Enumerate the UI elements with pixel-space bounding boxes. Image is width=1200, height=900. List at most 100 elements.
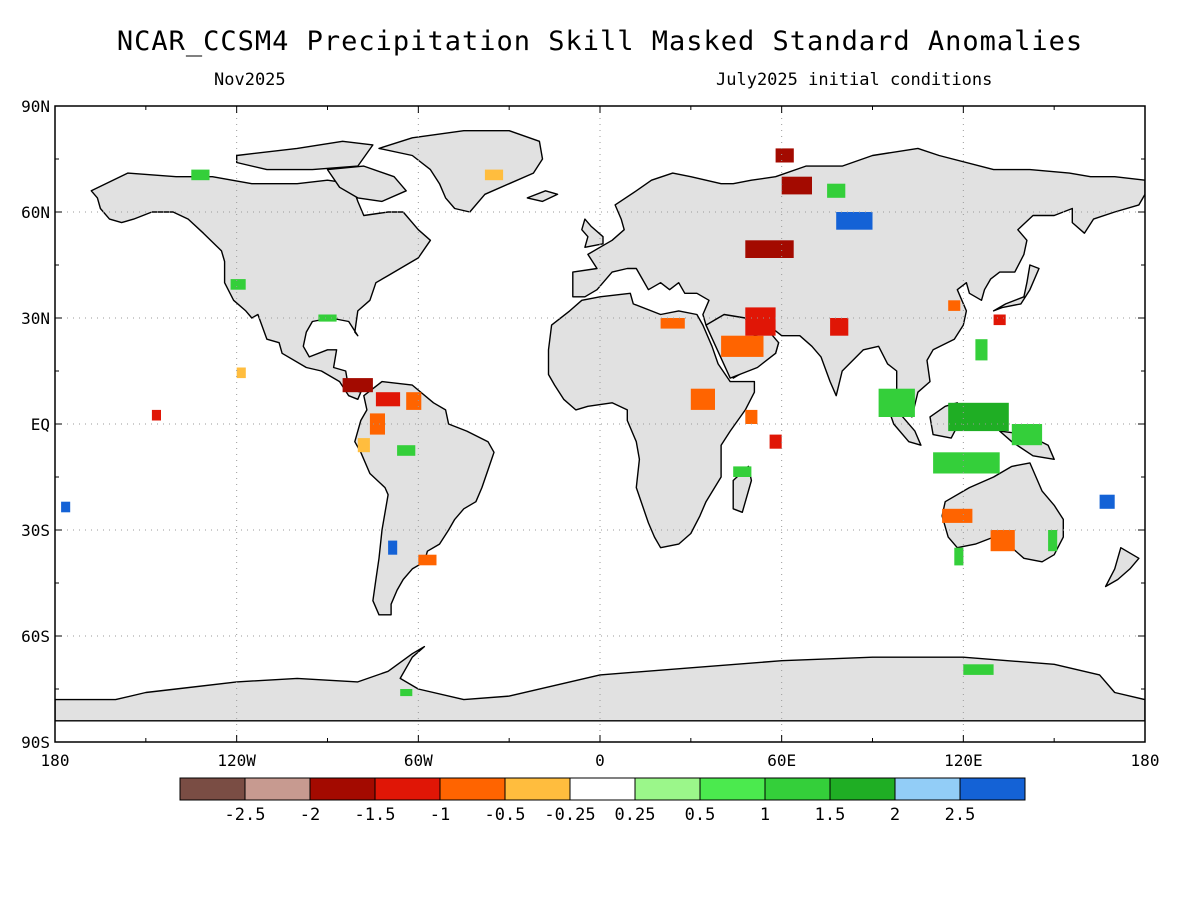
anomaly-patch-38 bbox=[963, 664, 994, 675]
europe-asia-land bbox=[572, 147, 1145, 418]
colorbar-label: -1 bbox=[430, 805, 450, 825]
lon-label: 60W bbox=[404, 751, 433, 770]
lat-label: EQ bbox=[31, 415, 50, 434]
colorbar-label: 0.5 bbox=[685, 805, 716, 825]
anomaly-patch-32 bbox=[975, 339, 988, 361]
anomaly-patch-24 bbox=[836, 212, 873, 230]
lat-label: 30N bbox=[21, 309, 50, 328]
colorbar-swatch-6 bbox=[569, 777, 636, 801]
colorbar-swatch-7 bbox=[634, 777, 701, 801]
colorbar-swatch-9 bbox=[764, 777, 831, 801]
axis-ticks bbox=[54, 105, 1146, 743]
colorbar-label: 2.5 bbox=[945, 805, 976, 825]
anomaly-patch-30 bbox=[942, 508, 973, 523]
colorbar-swatch-1 bbox=[244, 777, 311, 801]
anomaly-patch-23 bbox=[775, 148, 794, 163]
anomaly-patch-36 bbox=[1048, 530, 1058, 552]
lon-label: 0 bbox=[595, 751, 605, 770]
anomaly-patch-15 bbox=[660, 318, 685, 329]
anomaly-patch-18 bbox=[769, 434, 782, 449]
anomaly-patch-37 bbox=[954, 547, 964, 566]
colorbar-label: 2 bbox=[890, 805, 900, 825]
lon-label: 120W bbox=[217, 751, 256, 770]
greenland-land bbox=[378, 130, 544, 213]
lon-label: 120E bbox=[944, 751, 983, 770]
anomaly-patch-17 bbox=[745, 409, 758, 424]
lon-label: 180 bbox=[41, 751, 70, 770]
anomaly-patch-28 bbox=[933, 452, 1000, 474]
anomaly-patch-1 bbox=[375, 392, 401, 407]
anomaly-patch-22 bbox=[781, 176, 812, 195]
lon-label: 180 bbox=[1131, 751, 1160, 770]
colorbar-swatch-5 bbox=[504, 777, 571, 801]
new-zealand-land bbox=[1104, 547, 1140, 588]
colorbar-label: 1 bbox=[760, 805, 770, 825]
colorbar: -2.5 -2 -1.5 -1 -0.5 -0.25 0.25 0.5 1 1.5 2 2.5 bbox=[179, 777, 1026, 825]
lat-label: 30S bbox=[21, 521, 50, 540]
anomaly-patch-6 bbox=[418, 554, 437, 566]
anomaly-patch-26 bbox=[878, 388, 915, 417]
target-month-label: Nov2025 bbox=[214, 70, 286, 90]
map-title: NCAR_CCSM4 Precipitation Skill Masked St… bbox=[116, 26, 1084, 57]
lat-label: 60S bbox=[21, 627, 50, 646]
anomaly-patch-21 bbox=[745, 307, 776, 336]
anomaly-patch-35 bbox=[1099, 494, 1115, 509]
colorbar-label: -0.25 bbox=[544, 805, 595, 825]
lat-label: 90S bbox=[21, 733, 50, 752]
anomaly-patch-33 bbox=[993, 314, 1006, 326]
lat-label: 90N bbox=[21, 97, 50, 116]
anomaly-layer bbox=[61, 148, 1115, 697]
latitude-labels: 90N 60N 30N EQ 30S 60S 90S bbox=[21, 97, 50, 752]
anomaly-patch-5 bbox=[397, 445, 416, 456]
anomaly-patch-16 bbox=[690, 388, 715, 410]
colorbar-label: 1.5 bbox=[815, 805, 846, 825]
anomaly-patch-8 bbox=[191, 169, 210, 181]
anomaly-patch-0 bbox=[342, 378, 373, 393]
colorbar-label: -2.5 bbox=[225, 805, 266, 825]
longitude-labels: 180 120W 60W 0 60E 120E 180 bbox=[41, 751, 1160, 770]
colorbar-label: 0.25 bbox=[615, 805, 656, 825]
anomaly-patch-11 bbox=[61, 501, 71, 513]
iceland-land bbox=[526, 190, 559, 203]
lon-label: 60E bbox=[767, 751, 796, 770]
japan-land bbox=[992, 264, 1040, 312]
colorbar-label: -1.5 bbox=[355, 805, 396, 825]
anomaly-patch-31 bbox=[990, 530, 1015, 552]
anomaly-patch-12 bbox=[236, 367, 246, 379]
colorbar-swatch-8 bbox=[699, 777, 766, 801]
uk-land bbox=[581, 218, 604, 248]
africa-land bbox=[547, 292, 756, 549]
colorbar-label: -2 bbox=[300, 805, 320, 825]
anomaly-patch-27 bbox=[948, 402, 1009, 432]
anomaly-patch-25 bbox=[830, 318, 849, 336]
anomaly-patch-29 bbox=[1011, 424, 1043, 446]
colorbar-swatch-3 bbox=[374, 777, 441, 801]
colorbar-swatch-11 bbox=[894, 777, 961, 801]
lat-label: 60N bbox=[21, 203, 50, 222]
anomaly-patch-3 bbox=[369, 413, 385, 435]
masked-land-layer bbox=[55, 130, 1145, 722]
north-america-land bbox=[90, 172, 432, 400]
south-america-land bbox=[354, 380, 495, 616]
graticule bbox=[55, 106, 1145, 742]
anomaly-patch-7 bbox=[388, 540, 398, 555]
anomaly-patch-13 bbox=[151, 409, 161, 421]
anomaly-patch-19 bbox=[733, 466, 752, 477]
anomaly-patch-40 bbox=[484, 169, 504, 181]
init-conditions-label: July2025 initial conditions bbox=[716, 70, 993, 90]
anomaly-patch-2 bbox=[406, 392, 422, 410]
anomaly-patch-4 bbox=[357, 438, 370, 453]
colorbar-swatch-12 bbox=[959, 777, 1026, 801]
anomaly-patch-41 bbox=[400, 689, 413, 697]
baffin-island-land bbox=[326, 165, 407, 203]
anomaly-patch-20 bbox=[745, 240, 794, 258]
colorbar-label: -0.5 bbox=[485, 805, 526, 825]
anomaly-patch-10 bbox=[318, 314, 337, 322]
anomaly-patch-34 bbox=[948, 300, 961, 311]
anomaly-patch-9 bbox=[230, 279, 246, 290]
anomaly-patch-14 bbox=[721, 335, 764, 357]
colorbar-swatch-4 bbox=[439, 777, 506, 801]
anomaly-patch-39 bbox=[827, 183, 846, 198]
colorbar-swatch-10 bbox=[829, 777, 896, 801]
